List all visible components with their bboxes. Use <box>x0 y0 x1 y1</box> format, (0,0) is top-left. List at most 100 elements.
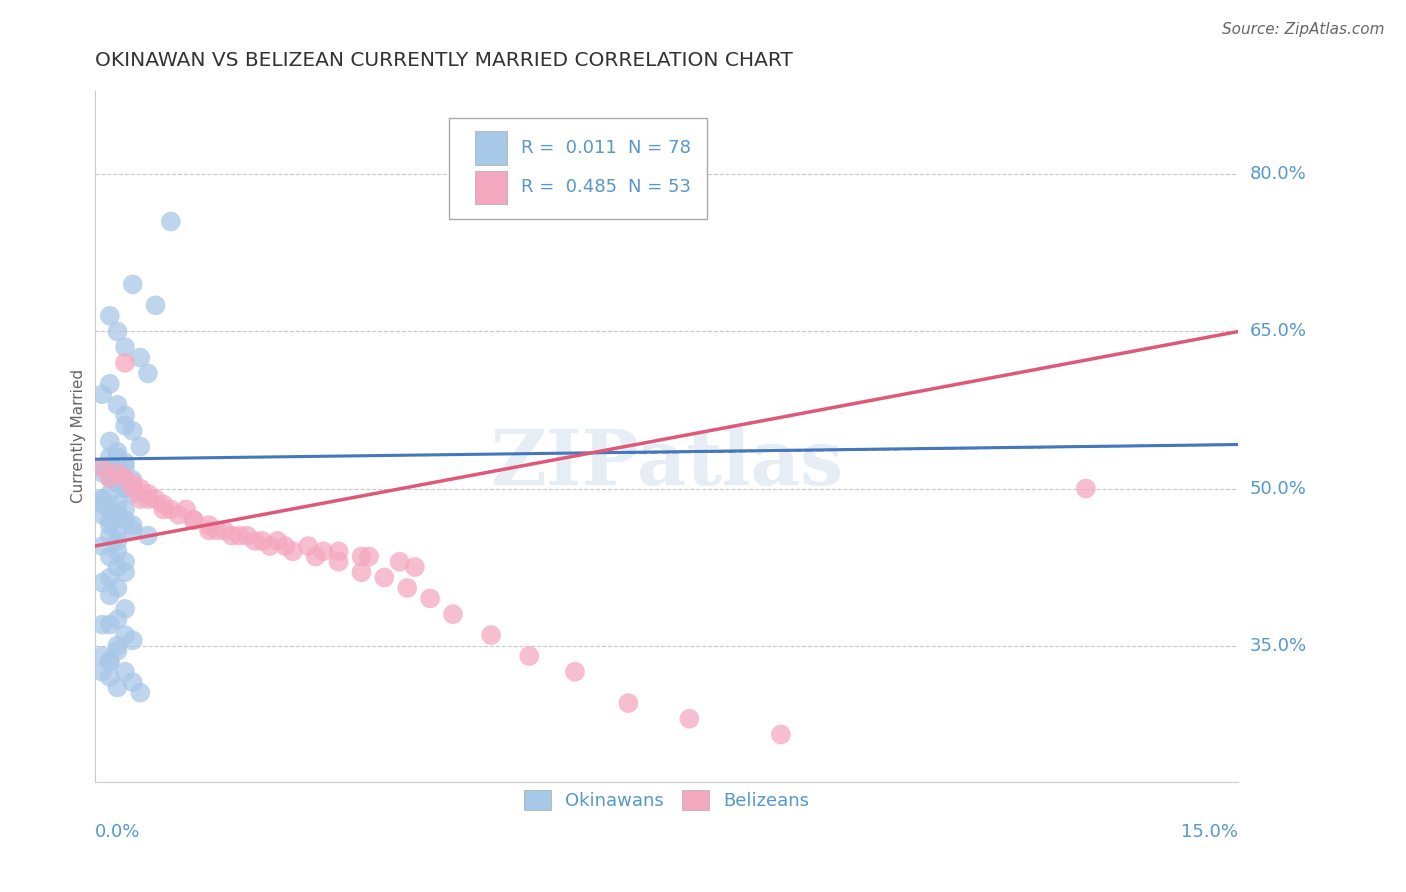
Point <box>198 518 221 533</box>
Point <box>388 555 411 569</box>
Point <box>107 325 129 339</box>
Point <box>167 508 190 522</box>
Point <box>98 654 121 668</box>
Point <box>91 665 114 679</box>
Point <box>129 440 152 454</box>
Point <box>121 482 143 496</box>
Point <box>91 648 114 663</box>
Point <box>107 476 129 491</box>
Legend: Okinawans, Belizeans: Okinawans, Belizeans <box>516 783 817 818</box>
Point <box>396 581 419 595</box>
Point <box>114 356 136 370</box>
Point <box>136 367 159 381</box>
Point <box>236 528 259 542</box>
Point <box>678 712 700 726</box>
Point <box>98 549 121 564</box>
Y-axis label: Currently Married: Currently Married <box>72 369 86 503</box>
Point <box>107 450 129 464</box>
Point <box>98 376 121 391</box>
Text: 65.0%: 65.0% <box>1250 323 1306 341</box>
Point <box>98 471 121 485</box>
Point <box>91 575 114 590</box>
Point <box>98 471 121 485</box>
Point <box>243 533 266 548</box>
Point <box>91 466 114 480</box>
Point <box>107 455 129 469</box>
Text: 50.0%: 50.0% <box>1250 480 1306 498</box>
Point <box>98 309 121 323</box>
Point <box>152 502 174 516</box>
Point <box>114 460 136 475</box>
Point <box>305 549 328 564</box>
Point <box>114 513 136 527</box>
Point <box>328 544 350 558</box>
Point <box>129 686 152 700</box>
Point <box>98 434 121 449</box>
Point <box>107 466 129 480</box>
Point <box>350 566 373 580</box>
Point <box>98 570 121 584</box>
Point <box>136 528 159 542</box>
Point <box>350 549 373 564</box>
Point <box>107 508 129 522</box>
Point <box>114 555 136 569</box>
Point <box>517 648 540 663</box>
Point <box>121 518 143 533</box>
Point <box>98 617 121 632</box>
Text: 35.0%: 35.0% <box>1250 637 1306 655</box>
Point <box>136 491 159 506</box>
Text: Source: ZipAtlas.com: Source: ZipAtlas.com <box>1222 22 1385 37</box>
Point <box>183 513 205 527</box>
Point <box>617 696 640 710</box>
Point <box>121 424 143 438</box>
Point <box>91 387 114 401</box>
Point <box>221 528 243 542</box>
Point <box>121 476 143 491</box>
Point <box>107 445 129 459</box>
Point <box>98 588 121 602</box>
FancyBboxPatch shape <box>449 119 707 219</box>
Point <box>359 549 381 564</box>
Point <box>114 482 136 496</box>
Point <box>114 628 136 642</box>
Point <box>91 497 114 511</box>
Point <box>107 533 129 548</box>
Point <box>98 670 121 684</box>
Text: 0.0%: 0.0% <box>94 823 141 841</box>
Point <box>152 497 174 511</box>
Text: 80.0%: 80.0% <box>1250 165 1306 184</box>
Point <box>328 555 350 569</box>
Point <box>98 518 121 533</box>
Point <box>145 491 167 506</box>
Point <box>159 214 181 228</box>
Point <box>212 524 235 538</box>
Point <box>107 644 129 658</box>
Point <box>107 681 129 695</box>
Point <box>98 528 121 542</box>
Text: N = 78: N = 78 <box>627 139 690 157</box>
Point <box>136 487 159 501</box>
Point <box>114 455 136 469</box>
Point <box>266 533 288 548</box>
Point <box>107 398 129 412</box>
Point <box>183 513 205 527</box>
Point <box>91 460 114 475</box>
Point <box>98 450 121 464</box>
Point <box>419 591 441 606</box>
Point <box>91 539 114 553</box>
Point <box>91 491 114 506</box>
Point <box>252 533 274 548</box>
Point <box>107 560 129 574</box>
Point <box>91 460 114 475</box>
Point <box>228 528 250 542</box>
Point <box>129 351 152 365</box>
Point <box>114 482 136 496</box>
Point <box>121 633 143 648</box>
Point <box>107 497 129 511</box>
Text: N = 53: N = 53 <box>627 178 690 196</box>
Point <box>114 471 136 485</box>
Point <box>129 482 152 496</box>
Point <box>114 409 136 423</box>
Point <box>404 560 426 574</box>
Point <box>98 487 121 501</box>
